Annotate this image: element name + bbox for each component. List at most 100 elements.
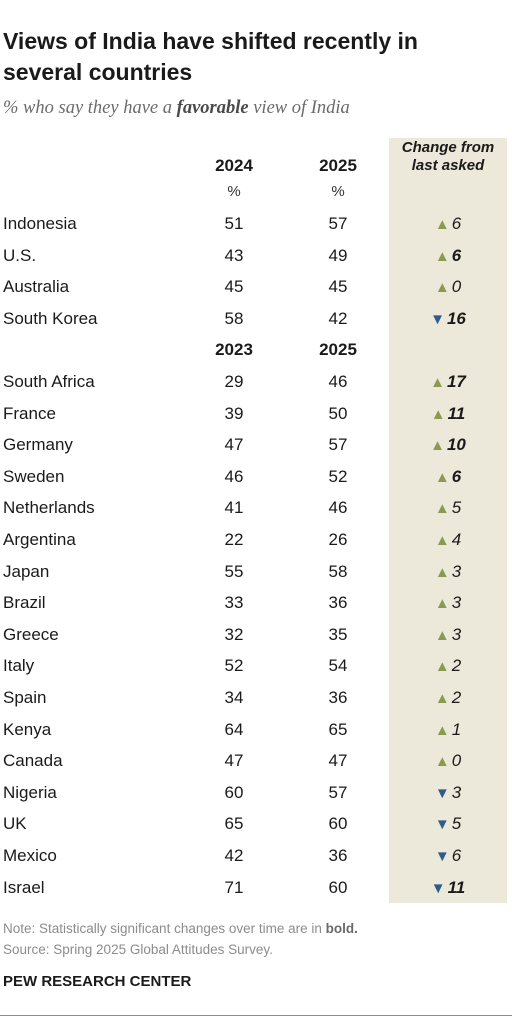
change-number: 3 [451,624,462,644]
note-bold-word: bold. [325,921,358,936]
value-earlier: 47 [224,435,244,455]
country-label: South Africa [3,372,95,391]
value-earlier: 55 [224,561,244,581]
group1-col2-header: 2025 [319,156,357,175]
table-row: Brazil 33 36 ▲ 3 [0,589,512,617]
triangle-up-icon: ▲ [430,405,446,423]
change-number: 2 [451,688,462,707]
organization-name: PEW RESEARCH CENTER [3,973,192,990]
change-value: ▲ 10 [389,431,507,460]
country-label: Netherlands [3,498,95,518]
country-label: Greece [3,624,59,644]
country-label: Australia [3,277,70,297]
change-value: ▲ 2 [389,684,507,713]
change-number: 5 [451,814,462,834]
change-number: 1 [451,719,462,739]
change-value: ▲ 1 [389,716,507,745]
change-number: 11 [447,403,466,423]
chart-subtitle: % who say they have a favorable view of … [3,98,350,119]
change-value: ▲ 11 [389,400,507,429]
triangle-up-icon: ▲ [434,216,450,233]
change-value: ▲ 3 [389,558,507,587]
country-label: Argentina [3,530,76,549]
country-label: Sweden [3,466,65,486]
change-value: ▼ 11 [389,874,507,903]
table-row: Greece 32 35 ▲ 3 [0,621,512,649]
change-value: ▲ 3 [389,621,507,650]
subtitle-text-start: % who say they have a [3,98,177,118]
change-value: ▲ 5 [389,494,507,523]
value-earlier: 52 [224,656,244,676]
value-earlier: 46 [224,466,244,486]
value-earlier: 51 [224,214,244,233]
value-earlier: 34 [224,688,244,707]
value-2025: 60 [328,877,348,897]
triangle-up-icon: ▲ [434,532,450,549]
bottom-divider [0,1015,512,1016]
change-value: ▲ 17 [389,368,507,397]
country-label: South Korea [3,308,98,328]
value-2025: 54 [328,656,348,676]
group1-col1-header: 2024 [215,156,253,175]
table-row: Nigeria 60 57 ▼ 3 [0,779,512,807]
change-value: ▼ 3 [389,779,507,808]
value-earlier: 39 [224,403,244,423]
value-earlier: 29 [224,372,244,391]
change-value: ▲ 6 [389,463,507,492]
change-value: ▲ 0 [389,747,507,776]
country-label: Indonesia [3,214,77,233]
change-number: 0 [451,277,462,297]
change-number: 6 [451,466,462,486]
triangle-down-icon: ▼ [434,784,450,802]
value-2025: 50 [328,403,348,423]
change-number: 2 [451,656,462,676]
table-row: UK 65 60 ▼ 5 [0,810,512,838]
change-value: ▲ 3 [389,589,507,618]
table-row: South Korea 58 42 ▼ 16 [0,305,512,333]
triangle-up-icon: ▲ [434,721,450,739]
value-2025: 65 [328,719,348,739]
value-earlier: 71 [224,877,244,897]
change-number: 10 [446,435,466,455]
triangle-up-icon: ▲ [434,753,450,771]
country-label: Italy [3,656,35,676]
value-2025: 42 [328,308,348,328]
table-row: Netherlands 41 46 ▲ 5 [0,494,512,522]
value-2025: 57 [328,214,348,233]
value-2025: 36 [328,846,348,865]
value-earlier: 60 [224,782,244,802]
triangle-down-icon: ▼ [434,816,450,834]
value-2025: 57 [328,435,348,455]
change-value: ▲ 4 [389,526,507,555]
change-number: 3 [451,593,462,613]
value-2025: 47 [328,751,348,771]
change-number: 17 [446,372,466,391]
change-value: ▲ 6 [389,210,507,239]
change-value: ▼ 16 [389,305,507,334]
change-number: 0 [451,751,462,771]
country-label: Kenya [3,719,52,739]
value-2025: 46 [328,372,348,391]
country-label: France [3,403,56,423]
group1-col1-unit: % [227,183,241,200]
change-number: 6 [451,245,462,265]
country-label: Germany [3,435,73,455]
value-2025: 57 [328,782,348,802]
value-earlier: 41 [224,498,244,518]
value-2025: 58 [328,561,348,581]
change-number: 6 [451,214,462,233]
change-number: 6 [451,846,462,865]
table-row: Indonesia 51 57 ▲ 6 [0,210,512,238]
value-2025: 60 [328,814,348,834]
change-value: ▲ 6 [389,242,507,271]
value-earlier: 64 [224,719,244,739]
table-row: South Africa 29 46 ▲ 17 [0,368,512,396]
country-label: Canada [3,751,63,771]
chart-source: Source: Spring 2025 Global Attitudes Sur… [3,942,273,957]
change-number: 16 [446,308,466,328]
table-row: Israel 71 60 ▼ 11 [0,874,512,902]
change-number: 11 [447,877,466,897]
value-earlier: 32 [224,624,244,644]
value-earlier: 22 [224,530,244,549]
table-row: U.S. 43 49 ▲ 6 [0,242,512,270]
